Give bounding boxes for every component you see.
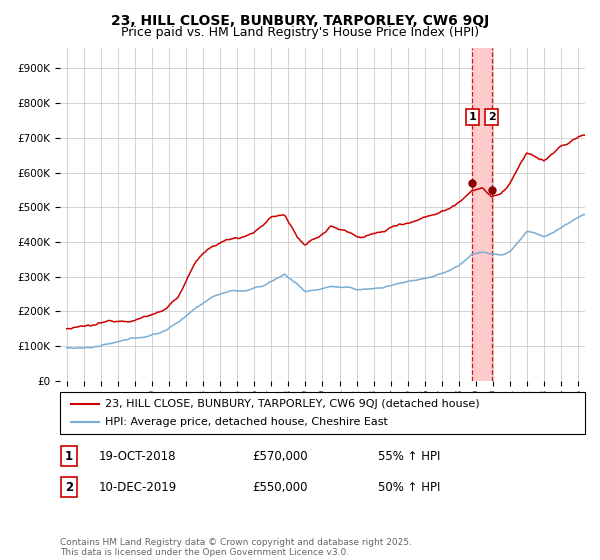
FancyBboxPatch shape xyxy=(60,392,585,434)
Text: 1: 1 xyxy=(65,450,73,463)
Text: Contains HM Land Registry data © Crown copyright and database right 2025.
This d: Contains HM Land Registry data © Crown c… xyxy=(60,538,412,557)
Text: Price paid vs. HM Land Registry's House Price Index (HPI): Price paid vs. HM Land Registry's House … xyxy=(121,26,479,39)
Text: 23, HILL CLOSE, BUNBURY, TARPORLEY, CW6 9QJ (detached house): 23, HILL CLOSE, BUNBURY, TARPORLEY, CW6 … xyxy=(104,399,479,409)
Text: 23, HILL CLOSE, BUNBURY, TARPORLEY, CW6 9QJ: 23, HILL CLOSE, BUNBURY, TARPORLEY, CW6 … xyxy=(111,14,489,28)
Text: 1: 1 xyxy=(469,112,476,122)
Text: HPI: Average price, detached house, Cheshire East: HPI: Average price, detached house, Ches… xyxy=(104,417,388,427)
Text: £550,000: £550,000 xyxy=(252,480,308,494)
Text: 10-DEC-2019: 10-DEC-2019 xyxy=(99,480,177,494)
Text: 50% ↑ HPI: 50% ↑ HPI xyxy=(378,480,440,494)
Text: 19-OCT-2018: 19-OCT-2018 xyxy=(99,450,176,463)
Text: 2: 2 xyxy=(488,112,496,122)
Text: 2: 2 xyxy=(65,480,73,494)
Bar xyxy=(472,48,492,381)
Text: 55% ↑ HPI: 55% ↑ HPI xyxy=(378,450,440,463)
Text: £570,000: £570,000 xyxy=(252,450,308,463)
